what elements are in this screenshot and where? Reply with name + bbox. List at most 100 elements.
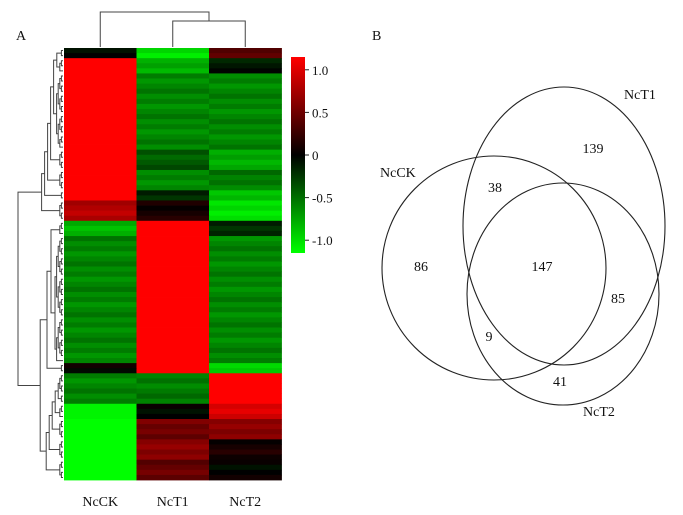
heatmap-column-label: NcT2 bbox=[229, 495, 261, 510]
heatmap-cell bbox=[64, 139, 137, 145]
heatmap-cell bbox=[136, 169, 210, 176]
heatmap-cell bbox=[64, 190, 137, 196]
heatmap-cell bbox=[209, 48, 282, 54]
heatmap-cell bbox=[64, 225, 137, 232]
dendrogram-branch bbox=[60, 405, 63, 412]
heatmap-cell bbox=[136, 368, 210, 374]
colorbar-ticks: 1.0 0.5 0 -0.5 -1.0 bbox=[305, 63, 333, 248]
heatmap-cell bbox=[64, 297, 137, 303]
heatmap-cell bbox=[64, 124, 137, 130]
dendrogram-branch bbox=[60, 319, 63, 326]
dendrogram-branch bbox=[99, 11, 210, 47]
heatmap-cell bbox=[136, 347, 210, 354]
dendrogram-branch bbox=[60, 192, 63, 199]
heatmap-cell bbox=[136, 281, 210, 288]
dendrogram-branch bbox=[51, 401, 60, 430]
heatmap-cell bbox=[209, 297, 282, 303]
heatmap-cell bbox=[136, 83, 210, 90]
dendrogram-branch bbox=[60, 222, 63, 229]
heatmap-cell bbox=[64, 200, 137, 206]
heatmap-cell bbox=[64, 129, 137, 135]
heatmap-cell bbox=[209, 144, 282, 151]
heatmap-cell bbox=[64, 302, 137, 308]
heatmap-cell bbox=[209, 215, 282, 222]
heatmap-cell bbox=[136, 403, 210, 410]
heatmap-cell bbox=[136, 225, 210, 232]
heatmap-cell bbox=[64, 383, 137, 389]
heatmap-cell bbox=[64, 352, 137, 359]
heatmap-cell bbox=[136, 373, 210, 379]
heatmap-cell bbox=[209, 129, 282, 135]
heatmap-cell bbox=[64, 439, 137, 445]
heatmap-cell bbox=[136, 352, 210, 359]
heatmap-cell bbox=[64, 149, 137, 156]
colorbar-tick-label: -1.0 bbox=[312, 233, 333, 248]
heatmap-cell bbox=[64, 169, 137, 176]
dendrogram-branch bbox=[60, 339, 63, 346]
heatmap-cell bbox=[209, 149, 282, 156]
heatmap-cell bbox=[209, 363, 282, 369]
heatmap-cell bbox=[64, 261, 137, 267]
heatmap-cell bbox=[209, 200, 282, 206]
heatmap-cell bbox=[209, 190, 282, 196]
dendrogram-branch bbox=[60, 385, 63, 392]
heatmap-cell bbox=[209, 119, 282, 125]
heatmap-cell bbox=[136, 149, 210, 156]
heatmap-cell bbox=[64, 368, 137, 374]
heatmap-cell bbox=[64, 246, 137, 252]
heatmap-cell bbox=[136, 378, 210, 384]
heatmap-cell bbox=[64, 103, 137, 110]
dendrogram-branch bbox=[60, 309, 63, 316]
heatmap-cell bbox=[64, 363, 137, 369]
dendrogram-branch bbox=[60, 85, 63, 92]
heatmap-cell bbox=[64, 58, 137, 64]
heatmap-cell bbox=[209, 332, 282, 339]
dendrogram-branch bbox=[39, 319, 47, 452]
heatmap-cell bbox=[136, 398, 210, 405]
heatmap-cell bbox=[209, 78, 282, 84]
heatmap-cell bbox=[136, 358, 210, 364]
heatmap-cell bbox=[209, 302, 282, 308]
heatmap-cell bbox=[136, 363, 210, 369]
dendrogram-branch bbox=[60, 202, 63, 209]
venn-set-label-nct1: NcT1 bbox=[624, 88, 656, 103]
heatmap-cell bbox=[64, 373, 137, 379]
dendrogram-branch bbox=[60, 151, 63, 158]
heatmap-cell bbox=[209, 124, 282, 130]
heatmap-cell bbox=[136, 78, 210, 84]
heatmap-cell bbox=[209, 327, 282, 334]
heatmap-cells bbox=[64, 48, 282, 481]
heatmap-cell bbox=[64, 73, 137, 79]
heatmap-cell bbox=[136, 98, 210, 105]
heatmap-cell bbox=[136, 119, 210, 125]
heatmap-cell bbox=[64, 83, 137, 90]
venn-circle-nct1 bbox=[462, 86, 666, 366]
dendrogram-branch bbox=[45, 432, 60, 471]
heatmap-cell bbox=[209, 159, 282, 166]
heatmap-cell bbox=[64, 119, 137, 125]
heatmap-cell bbox=[209, 413, 282, 420]
heatmap-cell bbox=[64, 469, 137, 476]
heatmap-cell bbox=[136, 205, 210, 212]
heatmap-cell bbox=[136, 383, 210, 389]
heatmap-cell bbox=[64, 332, 137, 339]
heatmap-cell bbox=[136, 307, 210, 313]
heatmap-cell bbox=[64, 271, 137, 278]
heatmap-cell bbox=[136, 159, 210, 166]
dendrogram-branch bbox=[60, 299, 63, 306]
heatmap-cell bbox=[64, 98, 137, 105]
heatmap-cell bbox=[209, 271, 282, 278]
heatmap-cell bbox=[136, 73, 210, 79]
heatmap-cell bbox=[136, 114, 210, 120]
heatmap-cell bbox=[209, 388, 282, 394]
heatmap-cell bbox=[209, 398, 282, 405]
heatmap-cell bbox=[136, 134, 210, 140]
heatmap-cell bbox=[209, 464, 282, 471]
dendrogram-branch bbox=[60, 441, 63, 448]
heatmap-cell bbox=[64, 154, 137, 161]
heatmap-cell bbox=[136, 53, 210, 59]
heatmap-cell bbox=[209, 291, 282, 298]
heatmap-cell bbox=[136, 469, 210, 476]
heatmap-cell bbox=[136, 419, 210, 425]
